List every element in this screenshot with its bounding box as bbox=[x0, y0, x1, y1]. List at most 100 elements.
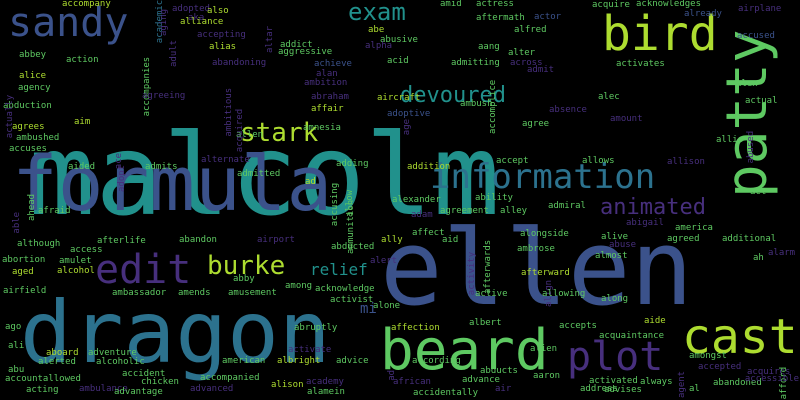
cloud-word: actually bbox=[5, 94, 15, 139]
cloud-word: adventure bbox=[88, 348, 137, 358]
cloud-word: abbey bbox=[19, 50, 47, 60]
cloud-word: admits bbox=[145, 162, 178, 172]
cloud-word: alerted bbox=[38, 357, 76, 367]
cloud-word: accompany bbox=[62, 0, 111, 9]
cloud-word: academy bbox=[306, 377, 344, 387]
cloud-word: advice bbox=[336, 356, 369, 366]
cloud-word: alamein bbox=[307, 387, 345, 397]
cloud-word: alone bbox=[373, 301, 401, 311]
cloud-word: advance bbox=[462, 375, 500, 385]
cloud-word: afterlife bbox=[97, 236, 146, 246]
cloud-word: allows bbox=[582, 156, 615, 166]
cloud-word: address bbox=[580, 384, 618, 394]
cloud-word: adopted bbox=[172, 4, 210, 14]
cloud-word: abu bbox=[8, 365, 25, 375]
cloud-word: adopt bbox=[117, 164, 127, 192]
cloud-word: afterwards bbox=[483, 239, 493, 294]
cloud-word: ally bbox=[381, 235, 403, 245]
cloud-word: abigail bbox=[626, 218, 664, 228]
cloud-word: ambushed bbox=[16, 133, 60, 143]
cloud-word: aggressive bbox=[278, 47, 333, 57]
cloud-word: acid bbox=[387, 56, 409, 66]
cloud-word: ambulance bbox=[79, 384, 128, 394]
cloud-word: amulet bbox=[59, 256, 92, 266]
cloud-word: actress bbox=[476, 0, 514, 9]
cloud-word: ambrose bbox=[517, 244, 555, 254]
cloud-word: alert bbox=[370, 256, 398, 266]
cloud-word: alpha bbox=[365, 41, 393, 51]
cloud-word: aka bbox=[188, 13, 205, 23]
cloud-word: aid bbox=[442, 235, 459, 245]
cloud-word: burke bbox=[207, 251, 286, 281]
cloud-word: abby bbox=[233, 274, 255, 284]
cloud-word: abusive bbox=[380, 35, 418, 45]
cloud-word: afraid bbox=[38, 206, 71, 216]
cloud-word: amends bbox=[178, 288, 211, 298]
cloud-word: alan bbox=[316, 69, 338, 79]
cloud-word: acting bbox=[26, 385, 59, 395]
cloud-word: albert bbox=[469, 318, 502, 328]
cloud-word: acknowledges bbox=[636, 0, 702, 9]
cloud-word: accompanied bbox=[200, 373, 260, 383]
cloud-word: abortion bbox=[2, 255, 46, 265]
cloud-word: ad bbox=[305, 177, 316, 187]
cloud-word: aged bbox=[12, 267, 34, 277]
cloud-word: affect bbox=[412, 228, 445, 238]
cloud-word: amid bbox=[440, 0, 462, 9]
cloud-word: aided bbox=[68, 162, 96, 172]
cloud-word: acquired bbox=[235, 108, 245, 153]
cloud-word: alice bbox=[19, 71, 47, 81]
cloud-word: adoptive bbox=[387, 109, 431, 119]
cloud-word: amongst bbox=[689, 351, 727, 361]
cloud-word: addict bbox=[280, 40, 313, 50]
cloud-word: cast bbox=[682, 309, 798, 365]
cloud-word: activity bbox=[467, 251, 477, 296]
cloud-word: allowing bbox=[542, 289, 586, 299]
cloud-word: alison bbox=[271, 380, 304, 390]
cloud-word: abraham bbox=[311, 92, 349, 102]
cloud-word: adult bbox=[169, 39, 179, 67]
cloud-word: accuses bbox=[9, 144, 47, 154]
cloud-word: al bbox=[689, 384, 700, 394]
cloud-word: aide bbox=[644, 316, 666, 326]
cloud-word: african bbox=[393, 377, 431, 387]
cloud-word: across bbox=[510, 58, 543, 68]
cloud-word: admitted bbox=[237, 169, 281, 179]
cloud-word: access bbox=[70, 245, 103, 255]
cloud-word: actor bbox=[534, 12, 562, 22]
cloud-word: activated bbox=[589, 376, 638, 386]
cloud-word: advanced bbox=[190, 384, 234, 394]
cloud-word: mi bbox=[360, 301, 377, 317]
cloud-word: abuse bbox=[609, 240, 637, 250]
cloud-word: alec bbox=[598, 92, 620, 102]
cloud-word: exam bbox=[348, 0, 406, 26]
cloud-word: allison bbox=[667, 157, 705, 167]
cloud-word: according bbox=[412, 356, 461, 366]
cloud-word: adding bbox=[336, 159, 369, 169]
cloud-word: acknowledge bbox=[315, 284, 375, 294]
cloud-word: accused bbox=[737, 31, 775, 41]
cloud-word: admit bbox=[527, 65, 555, 75]
cloud-word: ali bbox=[8, 341, 25, 351]
cloud-word: accepts bbox=[559, 321, 597, 331]
cloud-word: agrees bbox=[12, 122, 45, 132]
cloud-word: aaron bbox=[533, 371, 561, 381]
cloud-word: alongside bbox=[520, 229, 569, 239]
cloud-word: ellen bbox=[380, 207, 694, 329]
cloud-word: aircraft bbox=[377, 93, 421, 103]
cloud-word: patty bbox=[715, 29, 780, 198]
cloud-word: malcolm bbox=[28, 111, 501, 241]
cloud-word: activates bbox=[616, 59, 665, 69]
cloud-word: addition bbox=[407, 162, 451, 172]
cloud-word: among bbox=[285, 281, 313, 291]
cloud-word: stark bbox=[240, 118, 319, 148]
cloud-word: activist bbox=[330, 295, 374, 305]
cloud-word: airport bbox=[257, 235, 295, 245]
cloud-word: aim bbox=[74, 117, 91, 127]
cloud-word: agent bbox=[677, 370, 687, 398]
cloud-word: information bbox=[430, 157, 656, 197]
cloud-word: abe bbox=[368, 25, 385, 35]
cloud-word: ability bbox=[475, 193, 513, 203]
cloud-word: allie bbox=[716, 135, 744, 145]
